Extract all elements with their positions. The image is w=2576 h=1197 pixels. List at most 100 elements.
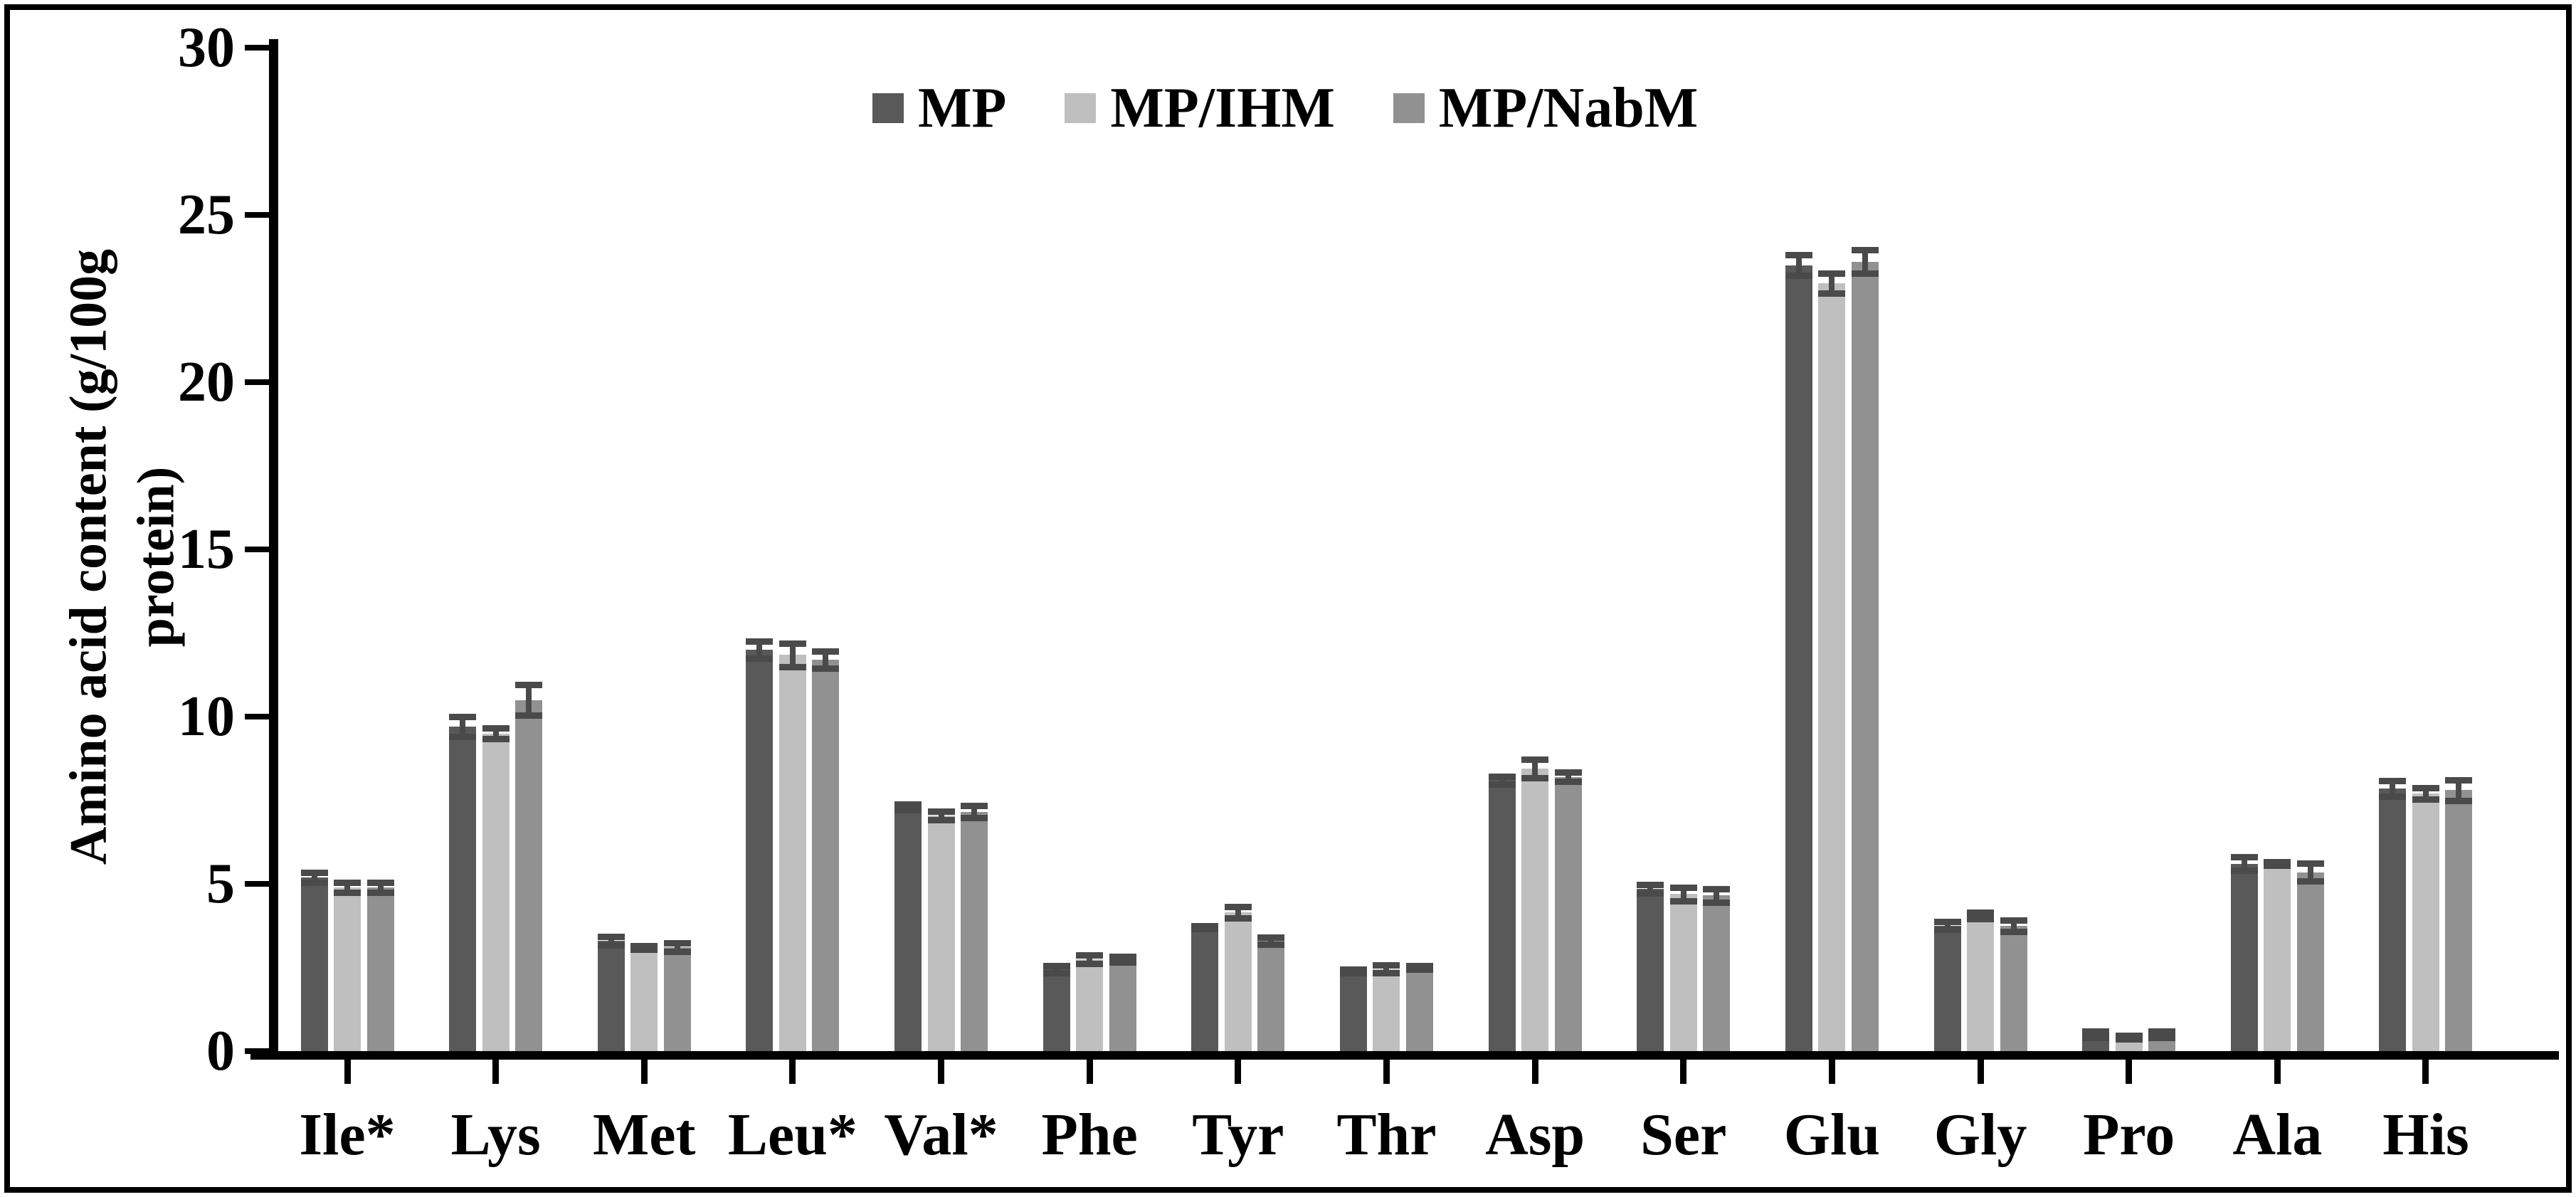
- error-bar-line: [608, 937, 614, 945]
- error-bar-cap-bottom: [746, 655, 774, 662]
- error-bar-cap-bottom: [334, 889, 361, 896]
- y-tick-label: 0: [206, 1020, 235, 1082]
- error-bar-cap-top: [1785, 252, 1812, 259]
- error-bar-cap-top: [2230, 854, 2258, 861]
- error-bar-cap-bottom: [1637, 890, 1664, 897]
- error-bar-cap-top: [2000, 917, 2027, 924]
- error-bar-cap-top: [927, 808, 955, 815]
- legend-swatch-mp-ihm-icon: [1065, 93, 1097, 123]
- error-bar-cap-bottom: [1933, 927, 1961, 934]
- error-bar-cap-bottom: [482, 735, 510, 742]
- x-category-label: Tyr: [1192, 1102, 1284, 1168]
- y-axis-tick: [245, 212, 270, 218]
- error-bar-cap-bottom: [2445, 797, 2473, 804]
- error-bar-cap-top: [1703, 886, 1731, 893]
- error-bar-line: [1862, 250, 1868, 274]
- x-axis-tick: [938, 1060, 945, 1084]
- error-bar-cap-bottom: [2115, 1035, 2143, 1043]
- error-bar-cap-top: [300, 869, 328, 876]
- error-bar-line: [789, 643, 796, 667]
- bar-MP/IHM-Lys: [482, 733, 510, 1051]
- y-axis-tick: [245, 45, 270, 51]
- y-axis-line: [269, 39, 278, 1060]
- error-bar-cap-top: [482, 725, 510, 732]
- error-bar-line: [1235, 906, 1241, 918]
- error-bar-line: [1499, 776, 1505, 784]
- x-category-label: Asp: [1485, 1102, 1585, 1168]
- error-bar-cap-bottom: [1851, 270, 1879, 278]
- error-bar-cap-bottom: [1785, 272, 1812, 279]
- error-bar-line: [674, 943, 680, 952]
- x-axis-tick: [1828, 1060, 1835, 1084]
- legend-swatch-mp-nabm-icon: [1393, 93, 1425, 123]
- x-category-label: Ile*: [299, 1102, 396, 1168]
- error-bar-cap-top: [812, 648, 840, 655]
- error-bar-cap-bottom: [630, 946, 658, 953]
- error-bar-cap-bottom: [2230, 868, 2258, 875]
- x-category-label: Phe: [1041, 1102, 1138, 1168]
- x-category-label: His: [2382, 1102, 2469, 1168]
- bar-MP/NabM-Glu: [1851, 261, 1879, 1051]
- error-bar-cap-top: [630, 942, 658, 949]
- bar-MP-Asp: [1488, 780, 1516, 1051]
- x-category-label: Glu: [1783, 1102, 1881, 1168]
- error-bar-cap-top: [2296, 860, 2324, 867]
- error-bar-cap-top: [449, 714, 477, 720]
- error-bar-cap-bottom: [1703, 899, 1731, 906]
- x-axis-tick: [1235, 1060, 1242, 1084]
- error-bar-cap-bottom: [300, 879, 328, 886]
- error-bar-cap-top: [2379, 778, 2407, 785]
- x-axis-line: [250, 1051, 2559, 1060]
- error-bar-cap-bottom: [778, 663, 806, 670]
- error-bar-cap-top: [1405, 963, 1433, 970]
- error-bar-line: [460, 717, 466, 737]
- bar-MP/NabM-Gly: [2000, 925, 2027, 1051]
- error-bar-cap-top: [1851, 247, 1879, 254]
- error-bar-line: [971, 806, 978, 818]
- error-bar-cap-bottom: [1339, 969, 1367, 976]
- bar-MP/NabM-Ser: [1703, 895, 1731, 1051]
- x-category-label: Ala: [2232, 1102, 2323, 1168]
- error-bar-cap-bottom: [1109, 959, 1136, 966]
- x-category-label: Met: [592, 1102, 696, 1168]
- error-bar-cap-top: [515, 682, 543, 689]
- x-axis-tick: [1680, 1060, 1687, 1084]
- bar-MP/IHM-Phe: [1076, 959, 1104, 1051]
- bar-MP/IHM-Ile*: [334, 887, 361, 1051]
- figure-border: [4, 4, 2572, 1193]
- error-bar-line: [1795, 255, 1802, 275]
- error-bar-line: [1829, 273, 1835, 294]
- error-bar-line: [1714, 889, 1720, 902]
- error-bar-cap-bottom: [2000, 928, 2027, 935]
- error-bar-cap-top: [1109, 953, 1136, 960]
- x-axis-tick: [1531, 1060, 1538, 1084]
- error-bar-cap-bottom: [2264, 863, 2291, 870]
- error-bar-cap-bottom: [1818, 290, 1846, 297]
- error-bar-cap-top: [663, 940, 691, 947]
- error-bar-line: [1680, 887, 1686, 901]
- bar-MP/NabM-His: [2445, 790, 2473, 1051]
- error-bar-cap-top: [1042, 963, 1070, 970]
- bar-MP/IHM-Tyr: [1224, 912, 1252, 1051]
- error-bar-cap-bottom: [1521, 774, 1549, 781]
- bar-MP/IHM-Asp: [1521, 768, 1549, 1051]
- error-bar-line: [1087, 954, 1093, 964]
- error-bar-cap-top: [334, 879, 361, 886]
- error-bar-cap-bottom: [1967, 916, 1995, 923]
- y-tick-label: 15: [178, 518, 235, 581]
- x-category-label: Thr: [1336, 1102, 1437, 1168]
- bar-MP-Tyr: [1191, 927, 1219, 1051]
- error-bar-cap-bottom: [812, 665, 840, 672]
- error-bar-cap-bottom: [1191, 926, 1219, 933]
- error-bar-line: [2307, 863, 2313, 882]
- error-bar-cap-top: [2445, 777, 2473, 784]
- error-bar-cap-top: [2412, 785, 2439, 792]
- error-bar-line: [756, 641, 763, 658]
- bar-MP/IHM-Met: [630, 947, 658, 1051]
- error-bar-cap-top: [1257, 934, 1285, 941]
- error-bar-cap-bottom: [663, 949, 691, 956]
- error-bar-cap-top: [366, 879, 394, 886]
- x-category-label: Leu*: [727, 1102, 857, 1168]
- legend-item-mp-nabm: MP/NabM: [1393, 80, 1698, 137]
- error-bar-cap-top: [2082, 1028, 2110, 1035]
